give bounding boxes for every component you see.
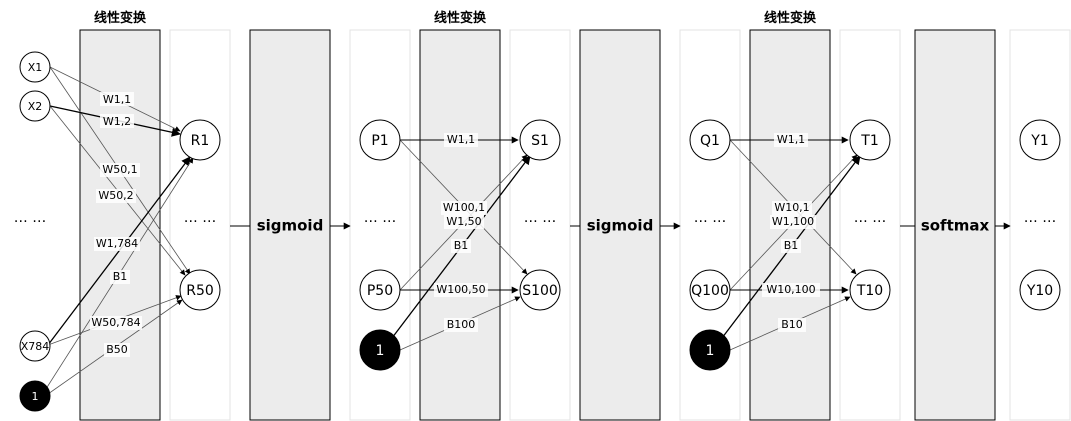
bias-node-label: 1 bbox=[706, 343, 715, 359]
bias-label: B1 bbox=[454, 239, 469, 252]
bias-label: B50 bbox=[106, 343, 128, 356]
weight-label: W1,2 bbox=[103, 115, 131, 128]
hidden-node-s100: S100 bbox=[519, 269, 561, 311]
weight-label: W1,784 bbox=[96, 237, 138, 250]
weight-label: W50,1 bbox=[102, 163, 137, 176]
hidden-node-r50: R50 bbox=[179, 269, 221, 311]
hidden-node-p50: P50 bbox=[359, 269, 401, 311]
bias-label: B1 bbox=[784, 239, 799, 252]
softmax-label: softmax bbox=[921, 217, 990, 235]
ellipsis-y: … … bbox=[1024, 210, 1056, 226]
node-label: X1 bbox=[28, 61, 43, 74]
output-node-t10: T10 bbox=[849, 269, 891, 311]
hidden-node-p1: P1 bbox=[359, 119, 401, 161]
node-label: X2 bbox=[28, 100, 43, 113]
node-label: T1 bbox=[860, 133, 878, 149]
weight-label: W10,1 bbox=[774, 201, 809, 214]
ellipsis-q: … … bbox=[694, 210, 726, 226]
bias-node-label: 1 bbox=[32, 390, 39, 403]
weight-label: W1,50 bbox=[446, 215, 481, 228]
ellipses: … … … … … … … … … … … … … … bbox=[14, 210, 1056, 226]
layer3-edge-labels: W1,1 W10,1 W1,100 B1 W10,100 B10 bbox=[762, 133, 820, 332]
node-label: S1 bbox=[531, 133, 549, 149]
ghost-column-s bbox=[509, 29, 571, 421]
weight-label: W1,1 bbox=[777, 133, 805, 146]
weight-label: W10,100 bbox=[766, 283, 815, 296]
node-label: P50 bbox=[367, 283, 393, 299]
ellipsis-x: … … bbox=[14, 210, 46, 226]
node-label: S100 bbox=[522, 283, 558, 299]
weight-label: W1,1 bbox=[447, 133, 475, 146]
ghost-column-r bbox=[169, 29, 231, 421]
bias-node-label: 1 bbox=[376, 343, 385, 359]
linear-transform-panel-1 bbox=[79, 29, 161, 421]
node-label: X784 bbox=[21, 340, 50, 353]
hidden-node-q100: Q100 bbox=[689, 269, 731, 311]
bias-label: B1 bbox=[113, 270, 128, 283]
input-node-x2: X2 bbox=[19, 90, 51, 122]
bias-node-1: 1 bbox=[19, 380, 51, 412]
sigmoid-panel-2 bbox=[579, 29, 661, 421]
hidden-node-s1: S1 bbox=[519, 119, 561, 161]
weight-label: W50,784 bbox=[91, 316, 140, 329]
node-label: Q100 bbox=[691, 283, 729, 299]
ellipsis-t: … … bbox=[854, 210, 886, 226]
sigmoid-label-2: sigmoid bbox=[587, 217, 654, 235]
output-node-t1: T1 bbox=[849, 119, 891, 161]
weight-label: W1,100 bbox=[772, 215, 814, 228]
input-node-x784: X784 bbox=[19, 330, 51, 362]
ellipsis-p: … … bbox=[364, 210, 396, 226]
weight-label: W50,2 bbox=[98, 189, 133, 202]
bias-label: B100 bbox=[447, 318, 476, 331]
bias-node-3: 1 bbox=[689, 329, 731, 371]
ghost-column-y bbox=[1009, 29, 1071, 421]
node-label: R1 bbox=[191, 133, 210, 149]
bias-label: B10 bbox=[781, 318, 803, 331]
final-node-y1: Y1 bbox=[1019, 119, 1061, 161]
node-label: Q1 bbox=[700, 133, 720, 149]
softmax-panel bbox=[914, 29, 996, 421]
weight-label: W100,50 bbox=[436, 283, 485, 296]
weight-label: W1,1 bbox=[103, 93, 131, 106]
linear-transform-title-3: 线性变换 bbox=[764, 10, 817, 26]
node-label: Y10 bbox=[1026, 283, 1053, 299]
ellipsis-s: … … bbox=[524, 210, 556, 226]
layer2-edge-labels: W1,1 W100,1 W1,50 B1 W100,50 B100 bbox=[434, 133, 488, 332]
node-label: T10 bbox=[856, 283, 883, 299]
node-label: Y1 bbox=[1030, 133, 1048, 149]
weight-label: W100,1 bbox=[443, 201, 485, 214]
sigmoid-panel-1 bbox=[249, 29, 331, 421]
ghost-columns bbox=[169, 29, 1071, 421]
ghost-column-t bbox=[839, 29, 901, 421]
input-node-x1: X1 bbox=[19, 51, 51, 83]
layer1-edge-labels: W1,1 W1,2 W50,1 W50,2 W1,784 B1 W50,784 … bbox=[90, 92, 142, 357]
hidden-node-q1: Q1 bbox=[689, 119, 731, 161]
node-label: P1 bbox=[371, 133, 388, 149]
final-node-y10: Y10 bbox=[1019, 269, 1061, 311]
bias-node-2: 1 bbox=[359, 329, 401, 371]
linear-transform-title-2: 线性变换 bbox=[434, 10, 487, 26]
hidden-node-r1: R1 bbox=[179, 119, 221, 161]
ellipsis-r: … … bbox=[184, 210, 216, 226]
linear-transform-title-1: 线性变换 bbox=[94, 10, 147, 26]
node-label: R50 bbox=[186, 283, 214, 299]
sigmoid-label-1: sigmoid bbox=[257, 217, 324, 235]
